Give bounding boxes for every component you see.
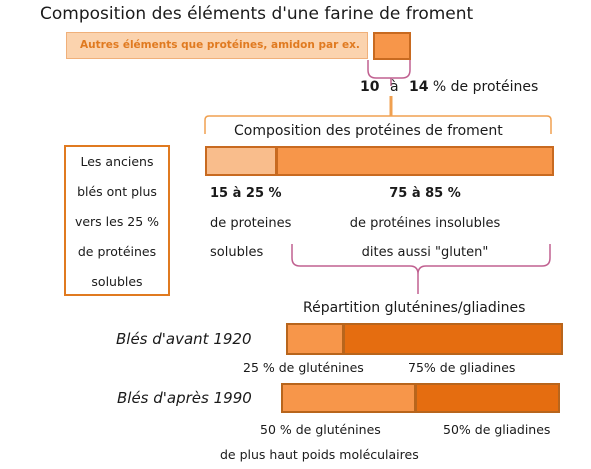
note-line-5: solubles xyxy=(91,274,143,289)
protein-and: à xyxy=(389,79,399,95)
note-line-4: de protéines xyxy=(77,244,157,259)
note-line-1: Les anciens xyxy=(80,154,154,169)
after-1990-label: Blés d'après 1990 xyxy=(117,389,252,407)
before-gliadin-text: 75% de gliadines xyxy=(408,360,516,375)
before-glutenin-text: 25 % de gluténines xyxy=(243,360,364,375)
other-elements-bar xyxy=(66,32,368,59)
old-wheat-note-box: Les anciens blés ont plus vers les 25 % … xyxy=(64,145,170,296)
after-gliadin-text: 50% de gliadines xyxy=(443,422,551,437)
other-elements-label: Autres éléments que protéines, amidon pa… xyxy=(80,39,360,51)
soluble-pct: 15 à 25 % xyxy=(210,186,282,201)
protein-composition-title: Composition des protéines de froment xyxy=(234,123,503,139)
after-glutenin-text: 50 % de gluténines xyxy=(260,422,381,437)
note-line-3: vers les 25 % xyxy=(74,214,160,229)
after-glutenin-bar xyxy=(281,383,416,413)
soluble-protein-bar xyxy=(205,146,277,176)
before-glutenin-bar xyxy=(286,323,344,355)
protein-share-bar xyxy=(373,32,411,60)
insoluble-pct: 75 à 85 % xyxy=(389,186,461,201)
protein-range-text: 10 à 14 % de protéines xyxy=(360,79,538,95)
insoluble-protein-bar xyxy=(277,146,554,176)
gluten-distribution-title: Répartition gluténines/gliadines xyxy=(303,300,526,316)
note-line-2: blés ont plus xyxy=(77,184,157,199)
soluble-line2: solubles xyxy=(210,245,264,260)
soluble-line1: de proteines xyxy=(210,216,292,231)
before-1920-label: Blés d'avant 1920 xyxy=(116,330,252,348)
diagram-title: Composition des éléments d'une farine de… xyxy=(40,4,474,24)
after-footnote: de plus haut poids moléculaires xyxy=(220,447,419,462)
protein-high: 14 xyxy=(408,79,429,95)
insoluble-line2: dites aussi "gluten" xyxy=(361,245,489,260)
protein-low: 10 xyxy=(360,79,380,95)
before-gliadin-bar xyxy=(344,323,563,355)
after-gliadin-bar xyxy=(416,383,560,413)
protein-suffix: % de protéines xyxy=(432,79,539,95)
insoluble-line1: de protéines insolubles xyxy=(349,216,501,231)
